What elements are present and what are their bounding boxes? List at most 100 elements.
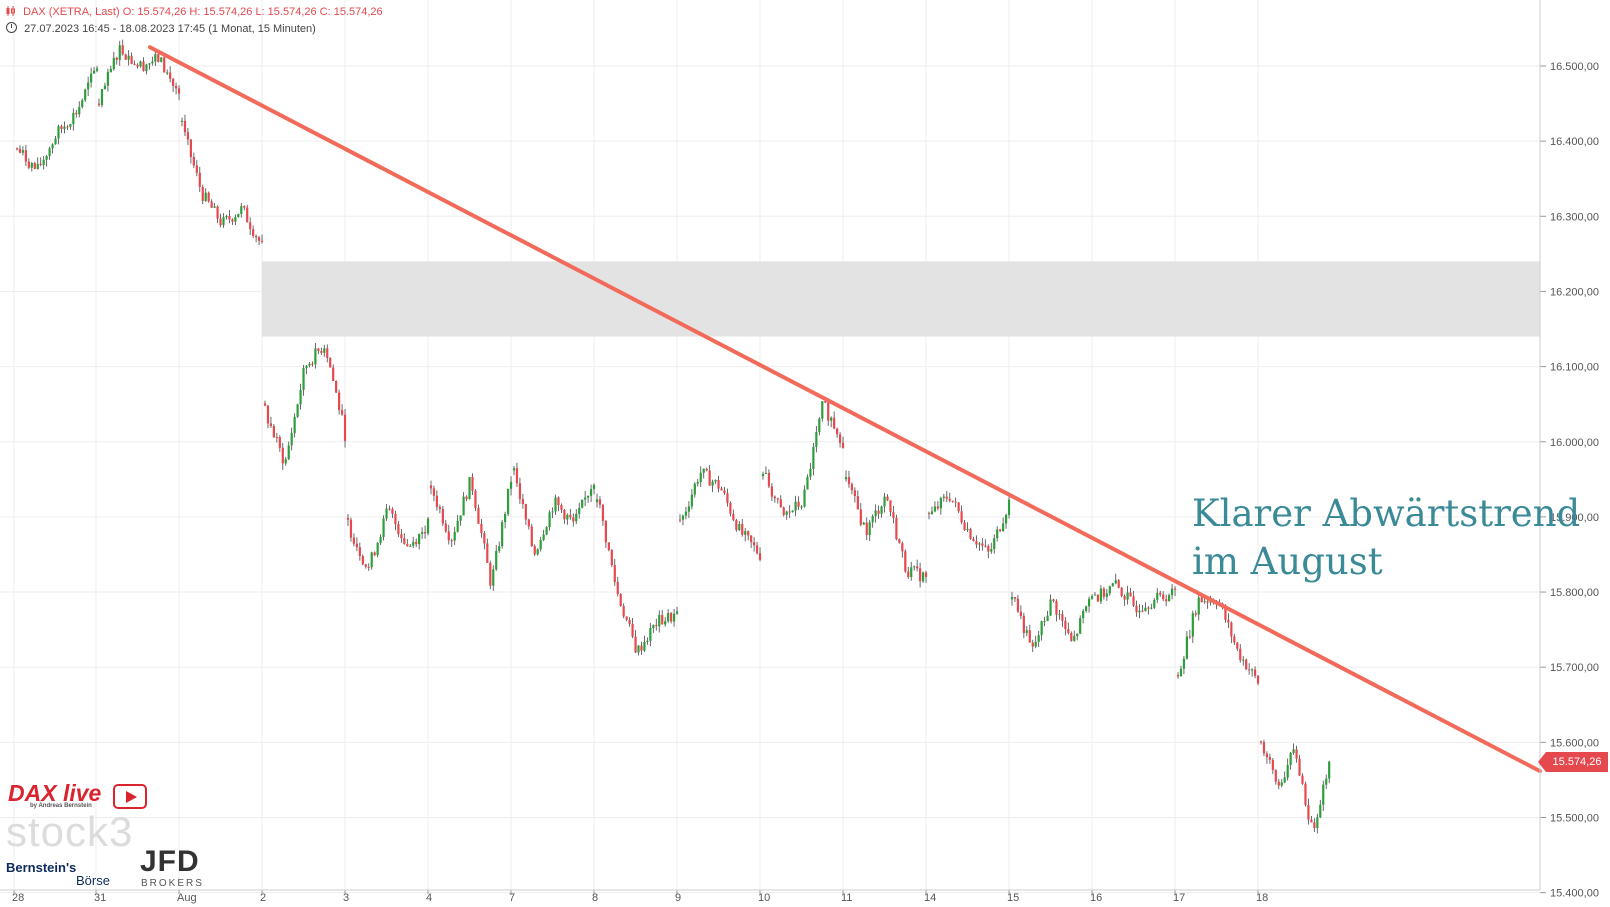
- candle: [299, 383, 302, 410]
- candle-body: [1271, 759, 1274, 771]
- candle: [474, 489, 477, 512]
- candle: [838, 432, 842, 448]
- candle-body: [898, 539, 901, 544]
- candle: [1271, 757, 1274, 775]
- candle: [607, 542, 610, 552]
- candle: [84, 88, 87, 103]
- candle: [1082, 608, 1085, 624]
- y-tick-label: 16.100,00: [1550, 362, 1599, 374]
- candle-body: [729, 502, 732, 514]
- candle: [489, 560, 492, 590]
- candle: [533, 544, 536, 557]
- candle-body: [228, 216, 231, 220]
- candle-body: [616, 582, 619, 595]
- candle-body: [969, 528, 972, 539]
- candle-body: [183, 120, 187, 133]
- candle: [1173, 586, 1177, 597]
- candle-body: [809, 468, 812, 477]
- candle-body: [675, 611, 679, 614]
- candle-body: [696, 482, 699, 484]
- candle-body: [1295, 749, 1298, 759]
- candle: [930, 506, 934, 515]
- candle: [180, 117, 184, 127]
- candle: [1073, 630, 1076, 642]
- candle-body: [489, 562, 492, 586]
- candle: [1138, 604, 1141, 619]
- candle-body: [343, 414, 347, 441]
- candle-body: [1087, 598, 1091, 607]
- candle: [809, 463, 812, 480]
- candle: [219, 213, 222, 228]
- candle-body: [75, 112, 78, 115]
- candle: [1150, 603, 1153, 610]
- candle: [1052, 598, 1055, 603]
- candle-body: [993, 538, 996, 550]
- candle: [234, 214, 237, 226]
- candle: [1322, 780, 1325, 811]
- candle: [48, 146, 51, 160]
- candle: [975, 535, 978, 549]
- candle: [972, 536, 975, 542]
- candle-body: [1085, 606, 1088, 611]
- candle: [480, 519, 483, 538]
- candle: [260, 234, 264, 244]
- candle-body: [21, 150, 25, 153]
- candle: [761, 471, 765, 480]
- candle-body: [1173, 588, 1177, 590]
- candle: [308, 362, 311, 368]
- candle-body: [702, 468, 705, 473]
- candle-body: [177, 88, 181, 94]
- candle-body: [1028, 630, 1031, 643]
- x-tick-label: 14: [924, 892, 936, 904]
- candle: [1135, 600, 1138, 617]
- candle: [806, 474, 809, 490]
- candle: [382, 515, 385, 541]
- dax-live-logo: DAX live: [8, 780, 102, 806]
- candle-body: [924, 572, 928, 577]
- x-tick-label: 28: [12, 892, 24, 904]
- candle-body: [984, 545, 987, 547]
- candle: [1233, 633, 1236, 646]
- candle-body: [758, 553, 762, 560]
- candle-body: [421, 532, 424, 534]
- candle-body: [996, 529, 999, 539]
- candle-body: [1194, 613, 1197, 615]
- candle: [661, 609, 664, 625]
- candle: [702, 468, 705, 479]
- candle: [290, 427, 293, 451]
- instrument-name: DAX (XETRA, Last): [23, 6, 120, 18]
- candle-body: [103, 85, 107, 90]
- candle: [723, 487, 726, 495]
- candle: [483, 530, 486, 550]
- candle-body: [326, 348, 329, 358]
- candle-body: [453, 531, 456, 541]
- candle: [21, 146, 25, 156]
- candle: [406, 538, 409, 547]
- candle: [655, 618, 658, 631]
- candle: [1259, 740, 1263, 745]
- candle-body: [824, 401, 827, 403]
- candle: [589, 484, 593, 503]
- candle-body: [60, 126, 63, 130]
- candle-body: [1289, 753, 1292, 766]
- candle: [509, 476, 513, 496]
- candle-body: [272, 426, 275, 438]
- candle-body: [45, 156, 48, 160]
- candle-body: [830, 417, 833, 421]
- candle: [177, 85, 181, 101]
- candle-body: [1108, 586, 1111, 594]
- candle-body: [619, 594, 622, 606]
- candle-body: [1280, 782, 1283, 786]
- candle-body: [163, 57, 166, 73]
- bernstein-logo: Bernstein's: [6, 860, 77, 875]
- candle: [145, 63, 148, 75]
- candle: [815, 425, 818, 453]
- candle-body: [373, 552, 376, 556]
- candle-body: [859, 509, 862, 525]
- y-tick-label: 16.400,00: [1550, 136, 1599, 148]
- candle: [1262, 739, 1266, 757]
- candle: [1141, 605, 1144, 613]
- candle-body: [1245, 659, 1248, 670]
- candle: [853, 487, 856, 503]
- candle: [818, 417, 821, 436]
